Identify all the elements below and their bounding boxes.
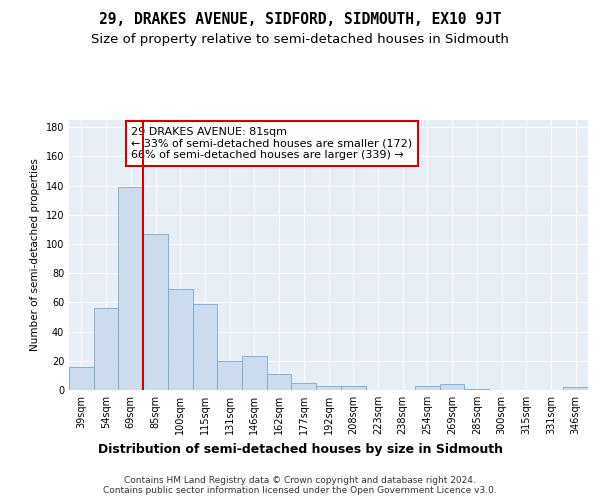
Bar — [94, 308, 118, 390]
Y-axis label: Number of semi-detached properties: Number of semi-detached properties — [30, 158, 40, 352]
Bar — [341, 386, 365, 390]
Bar — [69, 366, 94, 390]
Bar — [563, 387, 588, 390]
Text: 29, DRAKES AVENUE, SIDFORD, SIDMOUTH, EX10 9JT: 29, DRAKES AVENUE, SIDFORD, SIDMOUTH, EX… — [99, 12, 501, 28]
Bar — [464, 388, 489, 390]
Bar — [168, 290, 193, 390]
Bar — [242, 356, 267, 390]
Text: Contains HM Land Registry data © Crown copyright and database right 2024.
Contai: Contains HM Land Registry data © Crown c… — [103, 476, 497, 495]
Bar — [440, 384, 464, 390]
Text: Distribution of semi-detached houses by size in Sidmouth: Distribution of semi-detached houses by … — [97, 442, 503, 456]
Bar — [217, 361, 242, 390]
Bar — [143, 234, 168, 390]
Bar — [292, 382, 316, 390]
Bar — [118, 187, 143, 390]
Bar — [267, 374, 292, 390]
Bar — [193, 304, 217, 390]
Text: Size of property relative to semi-detached houses in Sidmouth: Size of property relative to semi-detach… — [91, 32, 509, 46]
Text: 29 DRAKES AVENUE: 81sqm
← 33% of semi-detached houses are smaller (172)
66% of s: 29 DRAKES AVENUE: 81sqm ← 33% of semi-de… — [131, 126, 412, 160]
Bar — [415, 386, 440, 390]
Bar — [316, 386, 341, 390]
